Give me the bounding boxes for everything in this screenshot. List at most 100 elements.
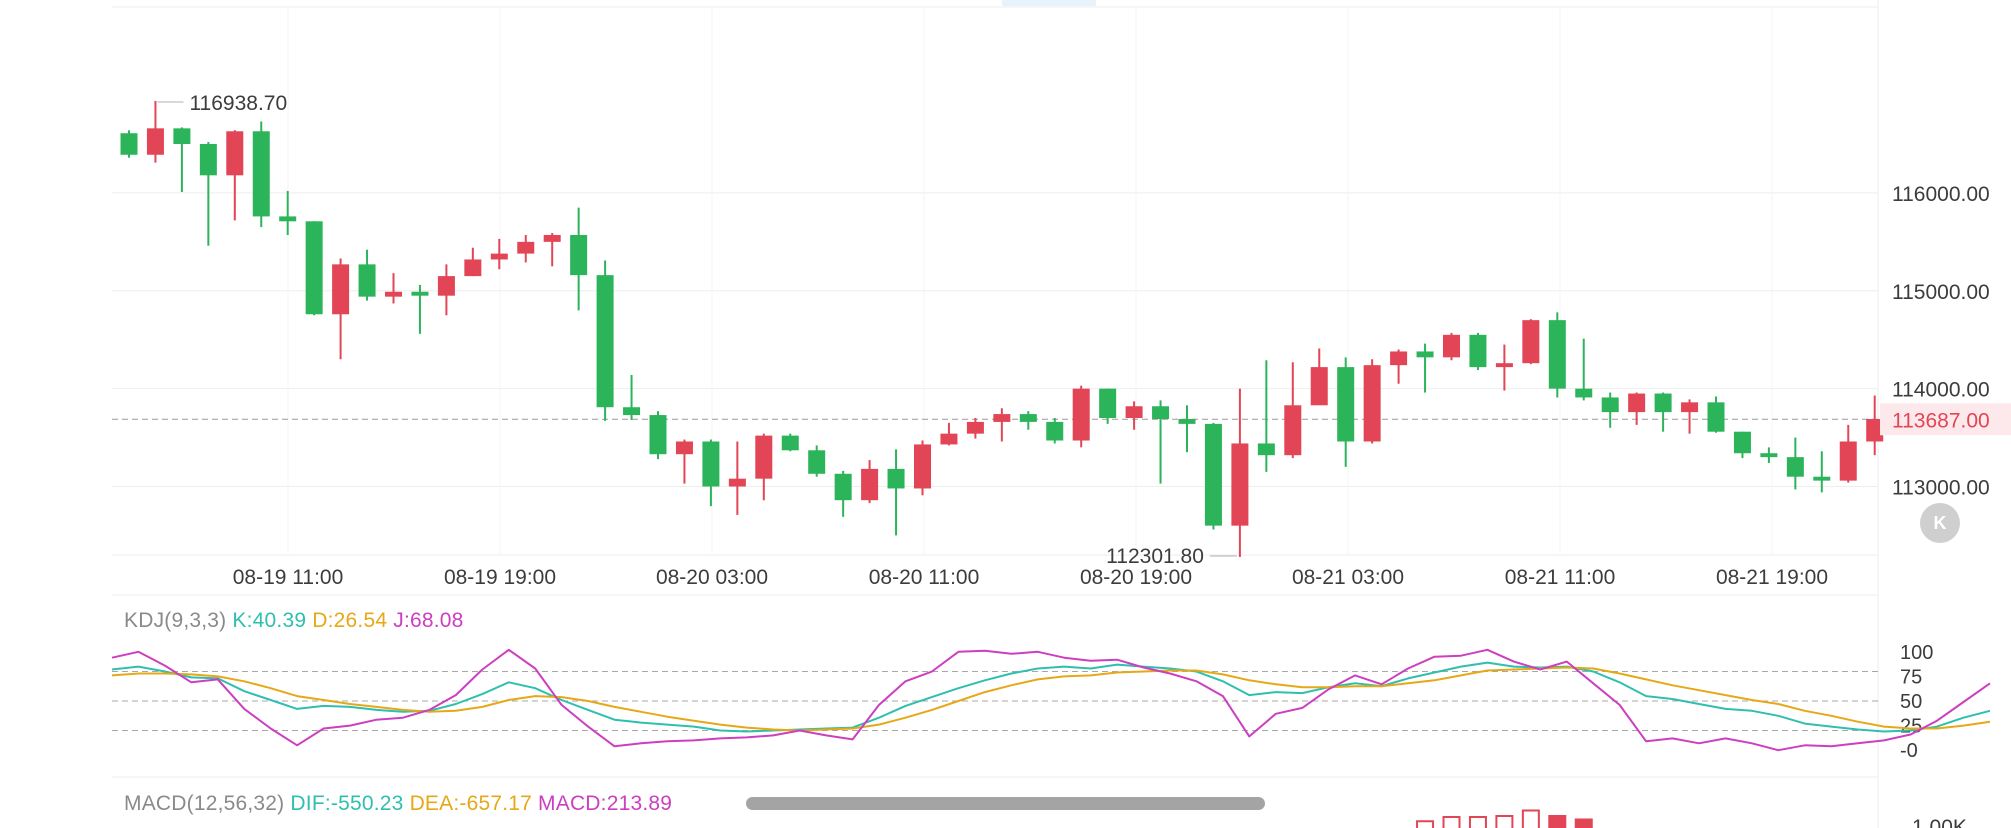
- candle-body: [279, 216, 297, 222]
- candle-body: [940, 433, 958, 445]
- kdj-title: KDJ(9,3,3): [124, 609, 227, 632]
- candle-body: [1152, 406, 1170, 419]
- macd-panel[interactable]: 1.00K: [1416, 809, 1967, 828]
- kdj-d-value: D:26.54: [312, 609, 388, 632]
- candle-body: [623, 407, 641, 416]
- time-tick-label: 08-21 11:00: [1505, 566, 1616, 589]
- candle-body: [1628, 393, 1646, 413]
- macd-macd-value: MACD:213.89: [538, 792, 673, 815]
- candle-body: [490, 253, 508, 260]
- macd-histogram-bar: [1521, 809, 1540, 828]
- kdj-tick-label: 100: [1900, 642, 1933, 664]
- kdj-tick-label: 75: [1900, 666, 1922, 688]
- candle-body: [252, 131, 270, 217]
- candle-body: [861, 468, 879, 501]
- kdj-j-value: J:68.08: [393, 609, 464, 632]
- macd-histogram-bar: [1495, 815, 1514, 828]
- candle-body: [1284, 405, 1302, 456]
- candle-body: [1099, 388, 1117, 418]
- macd-tick-label: 1.00K: [1912, 816, 1967, 828]
- candle-body: [305, 221, 323, 315]
- candle-body: [755, 435, 773, 479]
- current-price-tag: [1880, 403, 2011, 436]
- candle-body: [1019, 414, 1037, 422]
- candle-body: [358, 264, 376, 297]
- price-tick-label: 115000.00: [1892, 281, 1990, 304]
- candle-body: [887, 468, 905, 489]
- macd-histogram-bar: [1468, 816, 1487, 828]
- candle-body: [1231, 443, 1249, 526]
- current-price-label: 113687.00: [1892, 409, 1990, 432]
- candle-body: [1522, 320, 1540, 364]
- candle-body: [570, 235, 588, 276]
- candle-body: [993, 414, 1011, 422]
- top-scroll-indicator: [1002, 0, 1096, 6]
- candle-body: [1178, 418, 1196, 424]
- candle-body: [199, 144, 217, 176]
- kdj-k-line: [111, 661, 1991, 733]
- low-price-label: 112301.80: [1106, 545, 1204, 568]
- price-grid: [112, 0, 1879, 828]
- candle-body: [1046, 421, 1064, 441]
- macd-histogram-bar: [1574, 818, 1593, 828]
- macd-dif-value: DIF:-550.23: [290, 792, 404, 815]
- candle-body: [1363, 365, 1381, 442]
- price-tick-label: 113000.00: [1892, 477, 1990, 500]
- kdj-legend: KDJ(9,3,3) K:40.39 D:26.54 J:68.08: [124, 609, 464, 633]
- time-tick-label: 08-20 19:00: [1080, 566, 1192, 589]
- chart-type-k-icon[interactable]: K: [1920, 503, 1960, 543]
- macd-dea-value: DEA:-657.17: [409, 792, 532, 815]
- macd-legend: MACD(12,56,32) DIF:-550.23 DEA:-657.17 M…: [124, 792, 672, 816]
- price-axis: 116000.00 115000.00 114000.00 113000.00 1136…: [1880, 183, 2011, 500]
- candle-body: [1125, 406, 1143, 418]
- candle-body: [1072, 388, 1090, 441]
- candlestick-series[interactable]: [120, 100, 1884, 557]
- candle-body: [966, 421, 984, 434]
- time-tick-label: 08-21 19:00: [1716, 566, 1828, 589]
- candle-body: [1760, 453, 1778, 458]
- time-tick-label: 08-20 11:00: [869, 566, 980, 589]
- candle-body: [1866, 418, 1884, 442]
- candle-body: [1204, 423, 1222, 526]
- high-price-label: 116938.70: [189, 92, 287, 115]
- time-axis: 08-19 11:00 08-19 19:00 08-20 03:00 08-20 1…: [233, 566, 1828, 589]
- macd-histogram-bar: [1548, 815, 1567, 828]
- kdj-j-line: [111, 648, 1991, 752]
- candle-body: [1839, 441, 1857, 481]
- time-tick-label: 08-21 03:00: [1292, 566, 1404, 589]
- candle-body: [226, 131, 244, 176]
- candle-body: [146, 128, 164, 155]
- candle-body: [437, 276, 455, 296]
- price-tick-label: 116000.00: [1892, 183, 1990, 206]
- horizontal-scrollbar[interactable]: [746, 797, 1265, 810]
- candle-body: [1416, 351, 1434, 358]
- candle-body: [385, 291, 402, 297]
- kdj-d-line: [111, 666, 1991, 732]
- time-tick-label: 08-19 11:00: [233, 566, 344, 589]
- candle-body: [1654, 393, 1672, 413]
- candle-body: [728, 478, 746, 487]
- candle-body: [914, 444, 931, 489]
- candle-body: [675, 441, 693, 455]
- time-tick-label: 08-20 03:00: [656, 566, 768, 589]
- candle-body: [332, 264, 350, 315]
- candle-body: [173, 128, 191, 144]
- time-tick-label: 08-19 19:00: [444, 566, 556, 589]
- kdj-tick-label: -0: [1900, 740, 1918, 762]
- macd-histogram-bar: [1416, 820, 1435, 828]
- candle-body: [808, 450, 826, 474]
- candle-body: [649, 415, 667, 455]
- candle-body: [1575, 388, 1593, 398]
- candle-body: [1390, 351, 1408, 366]
- candle-body: [1733, 431, 1751, 454]
- price-annotations: 116938.70 112301.80: [157, 92, 1237, 568]
- candle-body: [1310, 367, 1328, 406]
- candle-body: [464, 259, 482, 277]
- candle-body: [1707, 402, 1725, 432]
- candle-body: [543, 235, 561, 242]
- candle-body: [1337, 367, 1355, 442]
- candle-body: [702, 441, 720, 487]
- candle-body: [1601, 397, 1619, 413]
